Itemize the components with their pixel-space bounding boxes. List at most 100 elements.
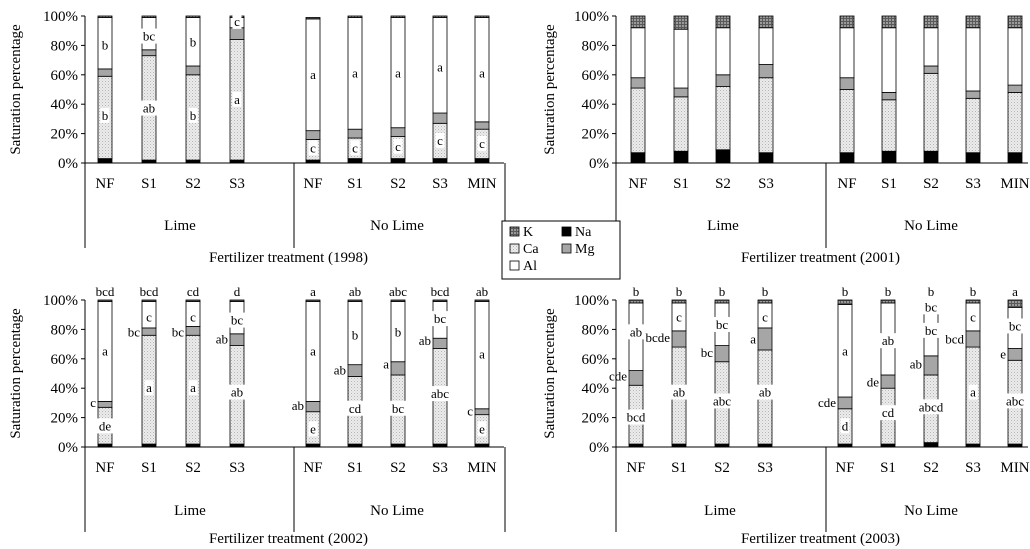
bar-segment-k xyxy=(474,299,490,302)
significance-letter: de xyxy=(867,374,880,389)
bar-stack-s3 xyxy=(229,15,245,164)
bar-segment-mg xyxy=(474,408,490,416)
letter-backdrop xyxy=(393,65,403,81)
x-tick-label: S1 xyxy=(881,176,897,192)
letter-backdrop xyxy=(477,421,487,437)
significance-letter: bc xyxy=(392,401,405,416)
letter-backdrop xyxy=(308,343,318,359)
bar-segment-k xyxy=(630,15,646,29)
significance-letter: c xyxy=(676,310,682,325)
y-tick-label: 0% xyxy=(58,156,78,172)
bar-segment-na xyxy=(1007,152,1023,164)
x-axis-label: Fertilizer treatment (2001) xyxy=(741,250,900,266)
significance-letter: c xyxy=(970,310,976,325)
y-tick-label: 80% xyxy=(582,38,610,54)
legend-frame xyxy=(501,220,621,280)
significance-letter: a xyxy=(352,65,358,80)
bar-segment-k xyxy=(432,299,448,302)
bar-segment-na xyxy=(347,443,363,448)
bar-segment-k xyxy=(671,299,687,304)
bar-segment-k xyxy=(1007,15,1023,29)
bar-segment-mg xyxy=(839,77,855,90)
letter-backdrop xyxy=(968,309,978,325)
x-tick-label: S1 xyxy=(347,460,363,476)
significance-letter: bcd xyxy=(96,284,115,299)
bar-segment-mg xyxy=(630,77,646,89)
letter-backdrop xyxy=(880,333,896,349)
significance-letter: b xyxy=(102,108,109,123)
y-tick-label: 60% xyxy=(582,352,610,368)
significance-letter: e xyxy=(479,421,485,436)
bar-segment-k xyxy=(141,299,157,302)
significance-letter: b xyxy=(352,327,359,342)
significance-letter: c xyxy=(234,14,240,29)
x-tick-label: S3 xyxy=(432,176,448,192)
bar-segment-ca xyxy=(630,87,646,154)
y-tick-label: 80% xyxy=(51,322,79,338)
letter-backdrop xyxy=(628,324,644,340)
bar-segment-ca xyxy=(923,72,939,152)
bar-segment-k xyxy=(758,15,774,29)
x-tick-label: MIN xyxy=(1000,176,1029,192)
x-tick-label: S3 xyxy=(229,176,245,192)
x-tick-label: MIN xyxy=(467,176,496,192)
bar-segment-ca xyxy=(881,99,897,152)
x-tick-label: NF xyxy=(628,176,647,192)
x-tick-label: S3 xyxy=(432,460,448,476)
x-tick-label: NF xyxy=(835,460,854,476)
significance-letter: b xyxy=(190,108,197,123)
bar-segment-k xyxy=(923,15,939,29)
bar-segment-mg xyxy=(390,361,406,376)
letter-backdrop xyxy=(1007,318,1023,334)
letter-backdrop xyxy=(477,135,487,151)
letter-backdrop xyxy=(840,343,850,359)
y-tick-label: 40% xyxy=(582,381,610,397)
bar-segment-k xyxy=(673,15,689,30)
significance-letter: ab xyxy=(759,385,771,400)
letter-backdrop xyxy=(188,380,198,396)
bar-stack-min xyxy=(1007,15,1023,164)
significance-letter: cd xyxy=(349,401,362,416)
bar-segment-na xyxy=(432,158,448,164)
x-tick-label: S2 xyxy=(185,176,201,192)
bar-segment-mg xyxy=(671,330,687,348)
letter-backdrop xyxy=(141,28,157,44)
letter-backdrop xyxy=(232,13,242,29)
significance-letter: a xyxy=(310,343,316,358)
significance-letter: cd xyxy=(187,284,200,299)
significance-letter: ab xyxy=(216,332,228,347)
bar-segment-na xyxy=(390,158,406,164)
bar-segment-al xyxy=(965,27,981,92)
bar-stack-s1 xyxy=(881,15,897,164)
bar-segment-na xyxy=(141,443,157,448)
group-label: No Lime xyxy=(904,218,958,234)
bar-segment-na xyxy=(758,152,774,164)
bar-segment-na xyxy=(229,159,245,164)
bar-segment-na xyxy=(965,152,981,164)
y-tick-label: 100% xyxy=(574,293,609,309)
bar-segment-k xyxy=(185,15,201,18)
y-tick-label: 40% xyxy=(582,97,610,113)
significance-letter: c xyxy=(479,136,485,151)
bar-segment-na xyxy=(757,443,773,448)
significance-letter: ab xyxy=(292,398,304,413)
bar-segment-na xyxy=(474,443,490,448)
significance-letter: bc xyxy=(716,317,729,332)
x-tick-label: MIN xyxy=(1000,460,1029,476)
letter-backdrop xyxy=(350,140,360,156)
letter-backdrop xyxy=(350,65,360,81)
bar-segment-na xyxy=(837,443,853,448)
x-axis-label: Fertilizer treatment (1998) xyxy=(209,250,368,266)
x-tick-label: S2 xyxy=(715,176,731,192)
bar-segment-k xyxy=(839,15,855,29)
bar-segment-ca xyxy=(715,86,731,151)
y-tick-label: 20% xyxy=(582,127,610,143)
bar-segment-k xyxy=(757,299,773,304)
bar-stack-s2 xyxy=(923,15,939,164)
significance-letter: b xyxy=(928,284,935,299)
bar-segment-al xyxy=(630,27,646,79)
significance-letter: a xyxy=(479,346,485,361)
x-tick-label: NF xyxy=(837,176,856,192)
significance-letter: a xyxy=(842,343,848,358)
legend-swatch-k xyxy=(509,226,520,237)
